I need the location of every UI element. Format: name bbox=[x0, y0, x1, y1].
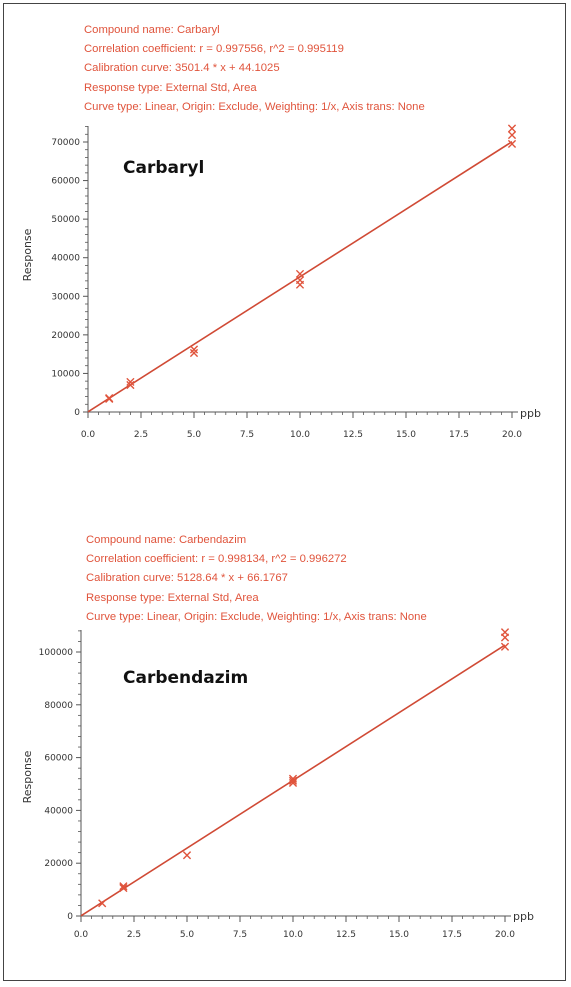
chart2-data-point bbox=[119, 883, 128, 893]
chart1-x-tick-label: 10.0 bbox=[290, 430, 310, 440]
chart2-compound-label: Carbendazim bbox=[123, 668, 248, 688]
figure-frame bbox=[3, 3, 566, 981]
chart2-x-tick-label: 12.5 bbox=[336, 930, 356, 940]
chart1-data-point bbox=[189, 345, 199, 354]
chart1-data-point bbox=[126, 380, 135, 390]
chart2-y-tick-label: 0 bbox=[67, 912, 73, 922]
chart1-data-point bbox=[507, 130, 517, 140]
chart1-data-point bbox=[189, 348, 199, 358]
chart2-x-tick-label: 7.5 bbox=[233, 930, 247, 940]
chart1-x-axis-unit: ppb bbox=[520, 407, 541, 420]
chart2-x-tick-label: 17.5 bbox=[442, 930, 462, 940]
chart2-data-point bbox=[288, 776, 298, 785]
chart2-data-point bbox=[500, 642, 510, 651]
chart1-x-tick-label: 15.0 bbox=[396, 430, 416, 440]
chart1-info-block: Compound name: Carbaryl Correlation coef… bbox=[84, 21, 425, 117]
chart1-y-tick-label: 50000 bbox=[51, 215, 80, 225]
chart2-y-tick-label: 20000 bbox=[44, 859, 73, 869]
chart2-data-point bbox=[182, 851, 192, 860]
chart2-data-point bbox=[98, 899, 107, 908]
chart1-y-tick-label: 70000 bbox=[51, 138, 80, 148]
chart1-y-tick-label: 60000 bbox=[51, 177, 80, 187]
chart2-calibration-curve: Calibration curve: 5128.64 * x + 66.1767 bbox=[86, 572, 288, 585]
chart1-data-point bbox=[126, 377, 135, 387]
chart1-x-tick-label: 12.5 bbox=[343, 430, 363, 440]
chart1-x-tick-label: 7.5 bbox=[240, 430, 254, 440]
chart1-y-tick-label: 30000 bbox=[51, 292, 80, 302]
chart2-data-point bbox=[500, 633, 510, 642]
chart2-y-tick-label: 60000 bbox=[44, 754, 73, 764]
chart2-x-tick-label: 5.0 bbox=[180, 930, 195, 940]
chart2-compound-name: Compound name: Carbendazim bbox=[86, 534, 247, 546]
chart2-info-block: Compound name: Carbendazim Correlation c… bbox=[86, 531, 427, 627]
chart1-calibration-curve: Calibration curve: 3501.4 * x + 44.1025 bbox=[84, 62, 280, 75]
chart1-y-tick-label: 0 bbox=[74, 408, 80, 418]
chart1-compound-name: Compound name: Carbaryl bbox=[84, 24, 220, 36]
chart2-y-axis-label: Response bbox=[21, 750, 34, 803]
chart1-x-tick-label: 20.0 bbox=[502, 430, 522, 440]
chart1-curve-type: Curve type: Linear, Origin: Exclude, Wei… bbox=[84, 100, 425, 113]
chart2-x-tick-label: 2.5 bbox=[127, 930, 141, 940]
chart1-x-tick-label: 5.0 bbox=[187, 430, 202, 440]
chart1-x-tick-label: 0.0 bbox=[81, 430, 96, 440]
chart2-x-tick-label: 0.0 bbox=[74, 930, 89, 940]
chart2-x-tick-label: 20.0 bbox=[495, 930, 515, 940]
chart1-correlation: Correlation coefficient: r = 0.997556, r… bbox=[84, 43, 344, 56]
chart2-x-tick-label: 10.0 bbox=[283, 930, 303, 940]
chart1-compound-label: Carbaryl bbox=[123, 158, 204, 178]
chart1-y-tick-label: 20000 bbox=[51, 331, 80, 341]
chart1-y-axis-label: Response bbox=[21, 228, 34, 281]
chart1-data-point bbox=[295, 269, 305, 279]
chart2-x-axis-unit: ppb bbox=[513, 910, 534, 923]
chart2-y-tick-label: 100000 bbox=[39, 648, 74, 658]
chart2-correlation: Correlation coefficient: r = 0.998134, r… bbox=[86, 553, 347, 566]
chart1-data-point bbox=[507, 124, 517, 133]
chart1-fit-line bbox=[87, 141, 513, 413]
chart1-x-tick-label: 17.5 bbox=[449, 430, 469, 440]
chart1-data-point bbox=[507, 139, 517, 149]
chart1-x-tick-label: 2.5 bbox=[134, 430, 148, 440]
chart1-response-type: Response type: External Std, Area bbox=[84, 81, 257, 94]
chart1-data-point bbox=[105, 394, 114, 403]
chart2-x-tick-label: 15.0 bbox=[389, 930, 409, 940]
chart1-y-tick-label: 40000 bbox=[51, 254, 80, 264]
chart2-y-tick-label: 80000 bbox=[44, 701, 73, 711]
chart1-data-point bbox=[295, 280, 305, 289]
chart2-response-type: Response type: External Std, Area bbox=[86, 591, 259, 604]
chart2-y-tick-label: 40000 bbox=[44, 806, 73, 816]
chart2-data-point bbox=[288, 778, 298, 788]
chart2-data-point bbox=[119, 882, 128, 891]
chart2-curve-type: Curve type: Linear, Origin: Exclude, Wei… bbox=[86, 610, 427, 623]
chart1-y-tick-label: 10000 bbox=[51, 369, 80, 379]
